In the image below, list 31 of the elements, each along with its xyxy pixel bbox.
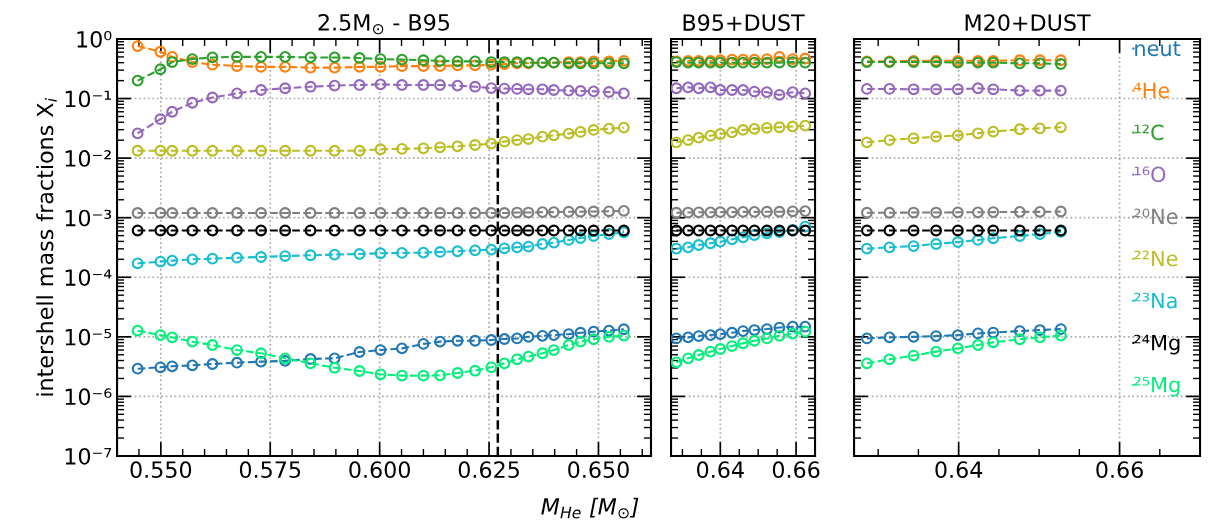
y-tick-label: 10⁰	[77, 30, 112, 48]
legend-label: ¹²C	[1134, 124, 1164, 141]
chart-title: M20+DUST	[965, 14, 1091, 31]
y-tick-label: 10⁻²	[65, 150, 111, 167]
y-tick-label: 10⁻⁴	[65, 269, 112, 287]
x-tick-label: 0.64	[935, 461, 983, 479]
x-tick-label: 0.575	[239, 461, 301, 479]
y-tick-label: 10⁻⁶	[65, 388, 112, 406]
legend-label: ²⁵Mg	[1134, 376, 1180, 397]
x-tick-label: 0.66	[772, 461, 820, 479]
y-tick-label: 10⁻⁷	[65, 447, 112, 465]
x-tick-label: 0.600	[349, 461, 410, 479]
x-tick-label: 0.64	[697, 461, 744, 479]
y-tick-label: 10⁻¹	[65, 90, 111, 108]
legend-label: ²³Na	[1134, 292, 1177, 309]
legend-label: ²²Ne	[1134, 250, 1178, 267]
y-tick-label: 10⁻³	[65, 209, 112, 227]
x-tick-label: 0.66	[1096, 461, 1143, 479]
legend-label: ¹⁶O	[1134, 166, 1166, 183]
x-axis-title: M$_{He}$ [M$_{⊙}$]	[541, 497, 639, 519]
x-tick-label: 0.650	[568, 461, 629, 479]
x-tick-label: 0.550	[130, 461, 192, 479]
x-tick-label: 0.625	[458, 461, 519, 479]
y-axis-title: intershell mass fractions X$_{i}$	[36, 98, 57, 396]
legend-label: ²⁰Ne	[1134, 208, 1178, 225]
legend-label: ⁴He	[1134, 82, 1170, 99]
chart-title: B95+DUST	[683, 14, 805, 31]
legend-label: ²⁴Mg	[1134, 334, 1180, 355]
y-tick-label: 10⁻⁵	[65, 328, 112, 346]
chart-title: 2.5M$_{⊙}$ - B95	[318, 13, 450, 35]
legend-label: neut	[1135, 41, 1181, 57]
